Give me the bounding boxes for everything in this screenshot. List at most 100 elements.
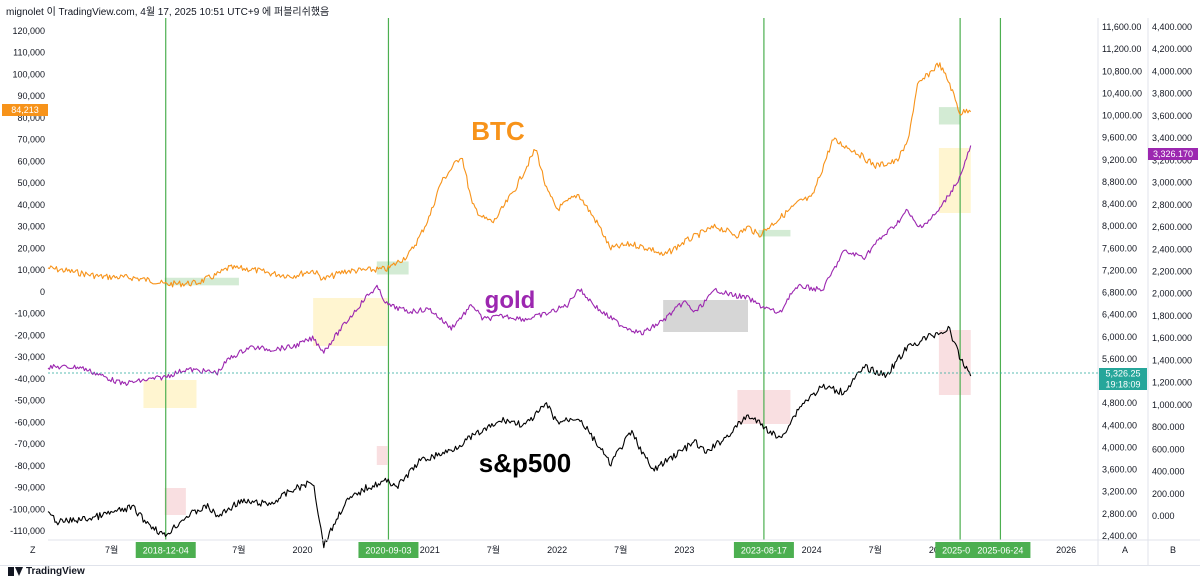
right-axis-tick: 3,800.000 xyxy=(1152,89,1192,99)
mid-axis-tick: 6,000.00 xyxy=(1102,332,1137,342)
x-axis-tick: 2026 xyxy=(1056,545,1076,555)
scale-toggle-a[interactable]: A xyxy=(1122,545,1128,555)
left-axis-tick: -110,000 xyxy=(10,526,45,536)
right-axis-tick: 1,200.000 xyxy=(1152,378,1192,388)
tradingview-brand[interactable]: TradingView xyxy=(8,566,85,577)
highlight-box[interactable] xyxy=(758,229,791,237)
right-axis-tick: 4,200.000 xyxy=(1152,44,1192,54)
spx-countdown-label: 19:18:09 xyxy=(1105,380,1140,390)
mid-axis-tick: 9,200.00 xyxy=(1102,155,1137,165)
date-marker-label: 2023-08-17 xyxy=(741,546,787,556)
mid-axis-tick: 11,600.00 xyxy=(1102,22,1141,32)
right-axis-tick: 1,400.000 xyxy=(1152,355,1192,365)
right-axis-tick: 3,200.000 xyxy=(1152,155,1192,165)
right-axis-tick: 2,800.000 xyxy=(1152,200,1192,210)
series-line-spx[interactable] xyxy=(47,325,972,549)
scale-toggle-b[interactable]: B xyxy=(1170,545,1176,555)
annotation-gold[interactable]: gold xyxy=(485,287,536,314)
date-marker-label: 2020-09-03 xyxy=(365,546,411,556)
brand-name: TradingView xyxy=(26,566,85,577)
annotation-spx[interactable]: s&p500 xyxy=(479,448,572,478)
x-axis-tick: 7월 xyxy=(105,544,118,555)
left-axis-tick: -50,000 xyxy=(14,396,45,406)
mid-axis-tick: 8,800.00 xyxy=(1102,177,1137,187)
annotation-btc[interactable]: BTC xyxy=(471,116,525,146)
mid-axis-tick: 7,200.00 xyxy=(1102,265,1137,275)
left-axis-tick: 40,000 xyxy=(17,200,45,210)
mid-axis-tick: 2,800.00 xyxy=(1102,509,1137,519)
right-axis-tick: 2,200.000 xyxy=(1152,267,1192,277)
mid-axis-tick: 4,800.00 xyxy=(1102,398,1137,408)
x-axis-tick: 7월 xyxy=(232,544,245,555)
left-axis-tick: -20,000 xyxy=(14,330,45,340)
date-marker-label: 2018-12-04 xyxy=(143,546,189,556)
right-axis-tick: 2,000.000 xyxy=(1152,289,1192,299)
left-axis-tick: 10,000 xyxy=(17,265,45,275)
tradingview-logo-icon xyxy=(8,567,23,576)
gold-price-label: 3,326.170 xyxy=(1153,149,1193,159)
x-axis-tick: 2020 xyxy=(293,545,313,555)
footer-bar xyxy=(0,565,1200,584)
btc-price-label-bg xyxy=(2,104,48,116)
right-axis-tick: 3,400.000 xyxy=(1152,133,1192,143)
left-axis-tick: 80,000 xyxy=(17,113,45,123)
left-axis-tick: -80,000 xyxy=(14,461,45,471)
spx-price-label: 5,326.25 xyxy=(1105,369,1140,379)
highlight-box[interactable] xyxy=(313,298,388,346)
x-axis-tick: 7월 xyxy=(614,544,627,555)
left-axis-tick: 30,000 xyxy=(17,222,45,232)
right-axis-tick: 0.000 xyxy=(1152,511,1175,521)
date-marker-label: 2025-06-24 xyxy=(977,546,1023,556)
mid-axis-tick: 6,400.00 xyxy=(1102,310,1137,320)
left-axis-tick: -40,000 xyxy=(14,374,45,384)
right-axis-tick: 3,000.000 xyxy=(1152,178,1192,188)
left-axis-tick: -70,000 xyxy=(14,439,45,449)
left-axis-tick: -90,000 xyxy=(14,483,45,493)
mid-axis-tick: 8,400.00 xyxy=(1102,199,1137,209)
mid-axis-tick: 10,400.00 xyxy=(1102,88,1142,98)
right-axis-tick: 200.000 xyxy=(1152,489,1185,499)
mid-axis-tick: 10,800.00 xyxy=(1102,66,1142,76)
mid-axis-tick: 3,200.00 xyxy=(1102,487,1137,497)
mid-axis-tick: 4,000.00 xyxy=(1102,442,1137,452)
right-axis-tick: 2,400.000 xyxy=(1152,244,1192,254)
highlight-box[interactable] xyxy=(938,148,971,213)
series-line-btc[interactable] xyxy=(47,62,972,288)
date-marker-bg xyxy=(733,542,794,558)
date-marker-label: 2025-03- xyxy=(942,546,978,556)
mid-axis-tick: 5,600.00 xyxy=(1102,354,1137,364)
highlight-box[interactable] xyxy=(376,446,388,465)
highlight-box[interactable] xyxy=(938,330,971,395)
right-axis-tick: 4,400.000 xyxy=(1152,22,1192,32)
mid-axis-tick: 4,400.00 xyxy=(1102,420,1137,430)
left-axis-tick: -60,000 xyxy=(14,417,45,427)
x-axis-tick: 2023 xyxy=(674,545,694,555)
highlight-box[interactable] xyxy=(376,261,409,275)
left-axis-tick: 20,000 xyxy=(17,243,45,253)
mid-axis-tick: 11,200.00 xyxy=(1102,44,1141,54)
right-axis-tick: 2,600.000 xyxy=(1152,222,1192,232)
highlight-box[interactable] xyxy=(663,300,748,332)
right-axis-tick: 1,600.000 xyxy=(1152,333,1192,343)
mid-axis-tick: 6,800.00 xyxy=(1102,288,1137,298)
mid-axis-tick: 8,000.00 xyxy=(1102,221,1137,231)
highlight-box[interactable] xyxy=(143,380,197,408)
right-axis-tick: 800.000 xyxy=(1152,422,1185,432)
mid-axis-tick: 2,400.00 xyxy=(1102,531,1137,541)
highlight-box[interactable] xyxy=(938,107,961,125)
scale-toggle-z[interactable]: Z xyxy=(30,545,36,555)
right-axis-tick: 1,000.000 xyxy=(1152,400,1192,410)
date-marker-bg xyxy=(970,542,1031,558)
right-axis-tick: 4,000.000 xyxy=(1152,66,1192,76)
x-axis-tick: 2021 xyxy=(420,545,440,555)
left-axis-tick: 100,000 xyxy=(12,69,45,79)
left-axis-tick: 60,000 xyxy=(17,156,45,166)
mid-axis-tick: 9,600.00 xyxy=(1102,133,1137,143)
highlight-box[interactable] xyxy=(164,488,186,515)
right-axis-tick: 1,800.000 xyxy=(1152,311,1192,321)
left-axis-tick: -10,000 xyxy=(14,309,45,319)
right-axis-tick: 600.000 xyxy=(1152,444,1185,454)
left-axis-tick: 90,000 xyxy=(17,91,45,101)
